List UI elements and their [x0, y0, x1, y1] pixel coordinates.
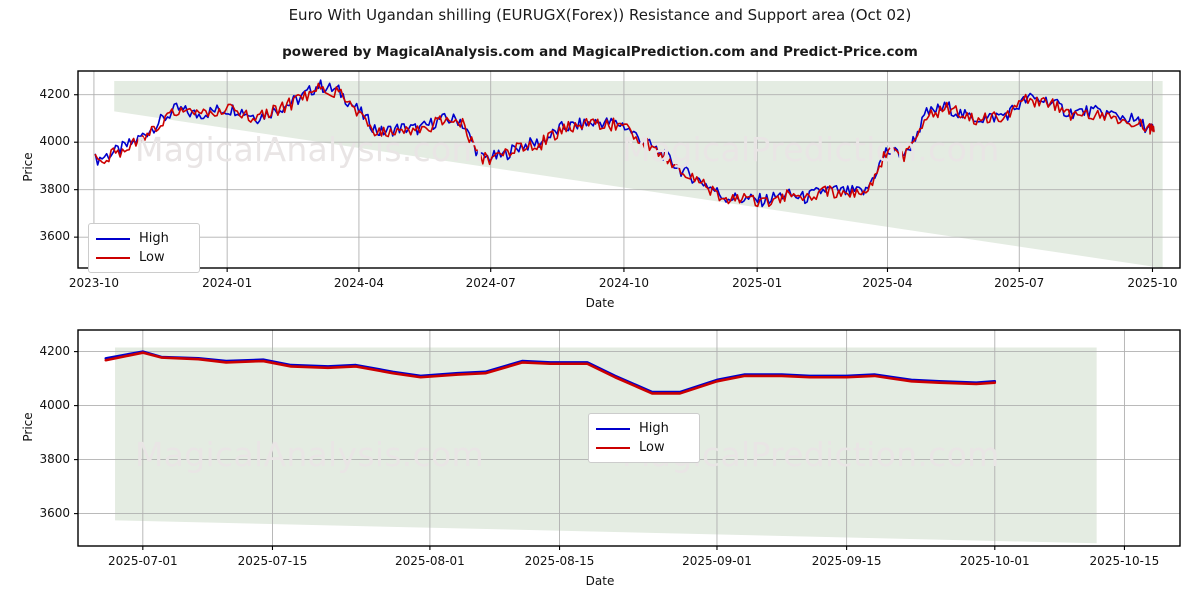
x-tick-label: 2025-07-01 [107, 554, 178, 568]
legend-swatch-high [96, 237, 130, 240]
plot-frame [77, 70, 1181, 269]
page-subtitle: powered by MagicalAnalysis.com and Magic… [282, 44, 918, 60]
x-tick-label: 2024-10 [598, 276, 649, 290]
x-tick-label: 2025-10-01 [959, 554, 1030, 568]
legend-swatch-low [596, 446, 630, 449]
y-tick-label: 3800 [39, 451, 70, 466]
x-tick-label: 2024-07 [465, 276, 516, 290]
y-tick-label: 3800 [39, 181, 70, 196]
page-title: Euro With Ugandan shilling (EURUGX(Forex… [288, 6, 912, 24]
series-line-low [94, 82, 1155, 208]
recent-chart-panel: MagicalAnalysis.com MagicalPrediction.co… [0, 310, 1200, 600]
recent-legend[interactable]: High Low [588, 413, 700, 463]
x-tick-label: 2025-09-01 [682, 554, 752, 568]
legend-item-low[interactable]: Low [596, 438, 690, 457]
legend-item-high[interactable]: High [96, 229, 190, 248]
series-line-low [104, 351, 997, 395]
legend-swatch-high [596, 427, 630, 430]
y-tick-label: 4000 [39, 397, 70, 412]
x-tick-label: 2025-09-15 [811, 554, 882, 568]
legend-item-low[interactable]: Low [96, 248, 190, 267]
x-tick-label: 2023-10 [68, 276, 119, 290]
x-tick-label: 2024-04 [333, 276, 384, 290]
series-line-high [94, 79, 1155, 208]
x-tick-label: 2025-08-15 [524, 554, 595, 568]
overview-plot-area [74, 70, 1181, 272]
x-tick-label: 2025-10-15 [1089, 554, 1160, 568]
support-resistance-band [114, 80, 1163, 268]
y-tick-label: 3600 [39, 505, 70, 520]
y-tick-label: 4200 [39, 343, 70, 358]
recent-x-axis-label: Date [585, 574, 615, 588]
x-tick-label: 2025-07 [994, 276, 1045, 290]
overview-x-axis-label: Date [585, 296, 615, 310]
legend-label-low: Low [639, 440, 665, 455]
x-tick-label: 2025-04 [862, 276, 913, 290]
x-tick-label: 2025-07-15 [237, 554, 308, 568]
overview-legend[interactable]: High Low [88, 223, 200, 273]
legend-label-high: High [639, 421, 669, 436]
series-line-high [104, 350, 997, 394]
y-tick-label: 3600 [39, 229, 70, 244]
x-tick-label: 2024-01 [202, 276, 253, 290]
x-tick-label: 2025-10 [1127, 276, 1178, 290]
legend-item-high[interactable]: High [596, 419, 690, 438]
y-tick-label: 4200 [39, 86, 70, 101]
legend-swatch-low [96, 256, 130, 259]
plot-frame [77, 329, 1181, 547]
x-tick-label: 2025-01 [732, 276, 783, 290]
y-tick-label: 4000 [39, 134, 70, 149]
overview-chart-panel: MagicalAnalysis.com MagicalPrediction.co… [21, 70, 1181, 310]
x-tick-label: 2025-08-01 [395, 554, 465, 568]
legend-label-high: High [139, 231, 169, 246]
legend-label-low: Low [139, 250, 165, 265]
